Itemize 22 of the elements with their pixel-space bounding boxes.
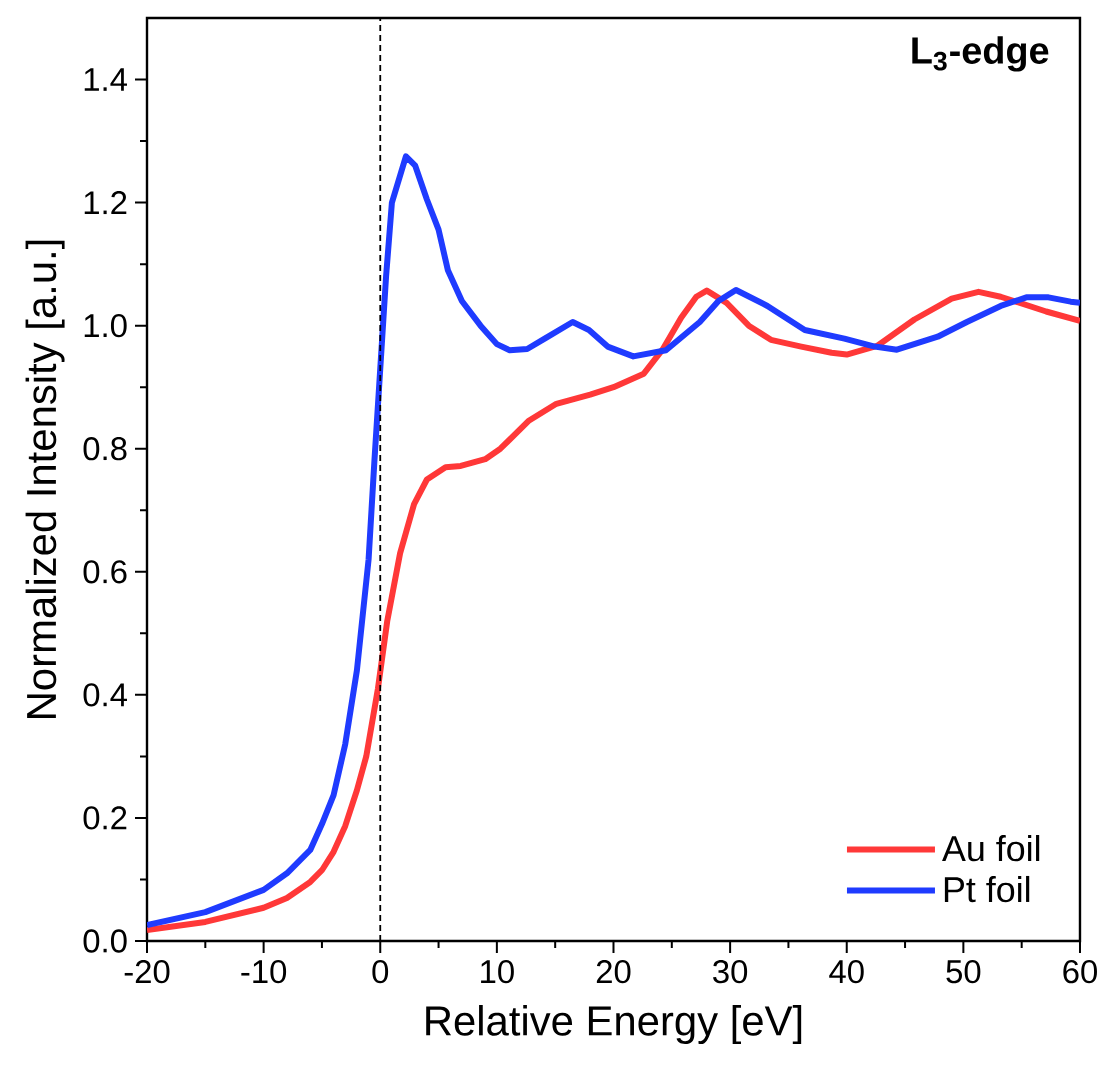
y-tick-label: 1.2 — [84, 191, 127, 215]
x-tick-label: 0 — [372, 960, 389, 984]
y-tick-label: 1.4 — [84, 68, 127, 91]
chart-title: L$_{3}$-edge — [912, 36, 1049, 72]
x-tick-label: 10 — [481, 960, 514, 984]
legend-label: Au foil — [942, 835, 1040, 862]
x-tick-label: 30 — [713, 960, 748, 984]
x-tick-label: 50 — [946, 960, 981, 984]
y-tick-label: 0.0 — [83, 929, 127, 953]
x-axis-title: Relative Energy [eV] — [426, 1005, 802, 1044]
x-tick-label: 60 — [1063, 960, 1097, 984]
x-tick-label: -10 — [241, 960, 287, 984]
y-tick-label: 1.0 — [84, 314, 127, 338]
y-axis-title: Normalized Intensity [a.u.] — [25, 240, 65, 718]
x-tick-label: -20 — [124, 960, 170, 984]
y-tick-label: 0.6 — [83, 560, 127, 584]
y-tick-label: 0.8 — [83, 437, 127, 461]
y-tick-label: 0.4 — [83, 683, 127, 707]
x-tick-label: 40 — [829, 960, 864, 984]
y-tick-label: 0.2 — [83, 806, 127, 830]
legend-label: Pt foil — [944, 875, 1030, 903]
x-tick-label: 20 — [596, 960, 631, 984]
